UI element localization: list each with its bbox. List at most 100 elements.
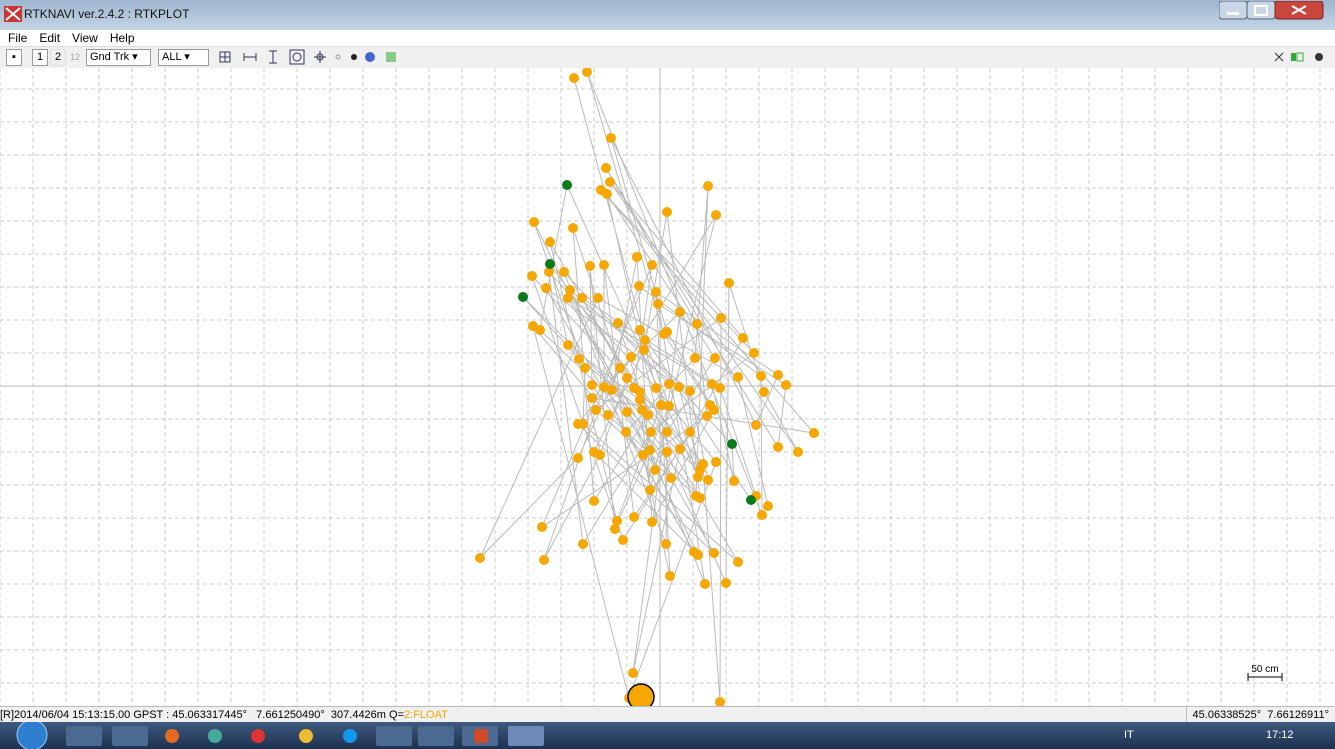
position-dot bbox=[709, 405, 719, 415]
position-dot bbox=[662, 327, 672, 337]
clock: 17:12 bbox=[1266, 729, 1294, 741]
status-right: 45.06338525° 7.66126911° bbox=[1185, 707, 1329, 723]
position-dot bbox=[685, 386, 695, 396]
position-dot bbox=[721, 578, 731, 588]
position-dot bbox=[665, 571, 675, 581]
position-dot bbox=[757, 510, 767, 520]
position-dot bbox=[695, 493, 705, 503]
taskbar-icons[interactable] bbox=[0, 722, 560, 749]
tool-icons[interactable] bbox=[214, 48, 414, 68]
position-dot bbox=[793, 447, 803, 457]
position-dot bbox=[751, 420, 761, 430]
menu-item[interactable]: Edit bbox=[39, 31, 61, 45]
tool-button[interactable]: ▪ bbox=[6, 49, 22, 66]
position-dot bbox=[569, 73, 579, 83]
position-dot bbox=[605, 177, 615, 187]
position-dot bbox=[700, 579, 710, 589]
tool-icons-right[interactable] bbox=[1271, 48, 1331, 68]
position-dot bbox=[645, 485, 655, 495]
position-dot bbox=[781, 380, 791, 390]
position-dot bbox=[643, 410, 653, 420]
taskbar: IT 17:12 bbox=[0, 722, 1335, 749]
position-dot bbox=[646, 427, 656, 437]
sat-select[interactable]: ALL ▾ bbox=[158, 49, 209, 66]
menu-bar: File Edit View Help bbox=[0, 30, 1335, 47]
scale-bar bbox=[1247, 673, 1283, 681]
position-dot bbox=[763, 501, 773, 511]
position-dot bbox=[729, 476, 739, 486]
plot-area: 50 cm bbox=[0, 68, 1335, 706]
status-bar: [R]2014/06/04 15:13:15.00 GPST : 45.0633… bbox=[0, 706, 1335, 723]
app-icon bbox=[4, 6, 22, 22]
position-dot bbox=[565, 285, 575, 295]
position-dot bbox=[577, 293, 587, 303]
position-dot bbox=[738, 333, 748, 343]
tool-button[interactable]: 12 bbox=[69, 52, 80, 62]
position-dot bbox=[809, 428, 819, 438]
position-dot bbox=[685, 427, 695, 437]
position-dot bbox=[702, 411, 712, 421]
scale-label: 50 cm bbox=[1251, 664, 1278, 675]
position-dot bbox=[674, 382, 684, 392]
position-dot bbox=[545, 259, 555, 269]
position-dot bbox=[529, 217, 539, 227]
position-dot bbox=[716, 313, 726, 323]
position-dot bbox=[662, 427, 672, 437]
position-dot bbox=[544, 267, 554, 277]
position-dot bbox=[563, 293, 573, 303]
tool-button[interactable]: 2 bbox=[50, 49, 66, 66]
title-bar: RTKNAVI ver.2.4.2 : RTKPLOT bbox=[0, 0, 1335, 30]
menu-item[interactable]: File bbox=[8, 31, 28, 45]
sat-filter: ALL bbox=[162, 51, 182, 63]
window-controls[interactable] bbox=[1219, 1, 1329, 23]
position-dot bbox=[573, 453, 583, 463]
position-dot bbox=[635, 387, 645, 397]
position-dot bbox=[589, 496, 599, 506]
position-dot bbox=[746, 495, 756, 505]
position-dot bbox=[621, 427, 631, 437]
quality: 2:FLOAT bbox=[404, 709, 448, 721]
plot-type-select[interactable]: Gnd Trk ▾ bbox=[86, 49, 151, 66]
position-dot bbox=[629, 512, 639, 522]
track-line bbox=[479, 71, 816, 703]
position-dot bbox=[693, 550, 703, 560]
position-dot bbox=[638, 450, 648, 460]
position-dot bbox=[626, 352, 636, 362]
position-dot bbox=[727, 439, 737, 449]
position-dot bbox=[653, 299, 663, 309]
position-dot bbox=[707, 379, 717, 389]
position-dot bbox=[756, 371, 766, 381]
position-dot bbox=[628, 668, 638, 678]
menu-item[interactable]: Help bbox=[109, 31, 135, 45]
plot-type: Gnd Trk bbox=[90, 51, 130, 63]
position-dot bbox=[587, 393, 597, 403]
position-dot bbox=[651, 287, 661, 297]
position-dot bbox=[715, 697, 725, 706]
position-dot bbox=[634, 281, 644, 291]
position-dot bbox=[632, 252, 642, 262]
position-dot bbox=[759, 387, 769, 397]
position-dot bbox=[535, 325, 545, 335]
tool-button[interactable]: 1 bbox=[32, 49, 48, 66]
position-dot bbox=[578, 539, 588, 549]
position-dot bbox=[656, 400, 666, 410]
position-dot bbox=[559, 267, 569, 277]
window-title: RTKNAVI ver.2.4.2 : RTKPLOT bbox=[24, 7, 190, 21]
position-dot bbox=[539, 555, 549, 565]
position-dot bbox=[690, 353, 700, 363]
position-dot bbox=[661, 539, 671, 549]
menu-item[interactable]: View bbox=[72, 31, 98, 45]
position-dot bbox=[595, 450, 605, 460]
position-dot bbox=[527, 271, 537, 281]
position-dot bbox=[724, 278, 734, 288]
position-dot bbox=[599, 382, 609, 392]
position-dot bbox=[692, 319, 702, 329]
position-dot bbox=[651, 383, 661, 393]
position-dot bbox=[585, 261, 595, 271]
position-dot bbox=[733, 557, 743, 567]
position-dot bbox=[606, 133, 616, 143]
position-dot bbox=[607, 385, 617, 395]
position-dot bbox=[695, 465, 705, 475]
position-dot bbox=[562, 180, 572, 190]
